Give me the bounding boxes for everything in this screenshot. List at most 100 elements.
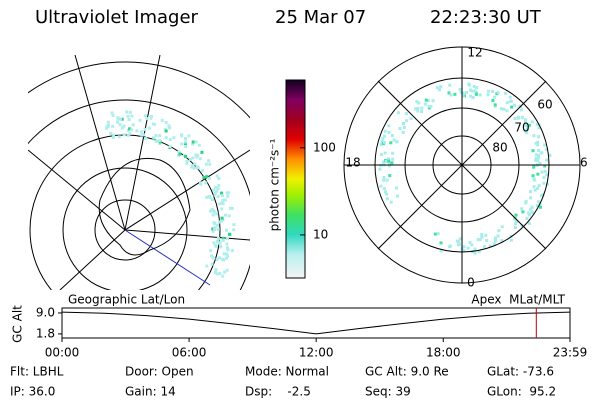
aurora-pixel (525, 131, 529, 135)
aurora-pixel (401, 122, 405, 126)
aurora-pixel (158, 142, 162, 146)
x-tick-label: 12:00 (299, 346, 334, 360)
aurora-pixel (213, 185, 217, 189)
aurora-pixel (540, 170, 544, 174)
aurora-pixel (143, 127, 147, 131)
mlt-label: 0 (467, 276, 475, 290)
aurora-pixel (168, 138, 172, 142)
aurora-pixel (189, 157, 193, 161)
aurora-pixel (140, 133, 144, 137)
polar-plot (343, 46, 581, 284)
status-field: IP: 36.0 (10, 385, 55, 399)
aurora-pixel (431, 99, 435, 103)
aurora-pixel (514, 222, 518, 226)
aurora-pixel (152, 136, 156, 140)
aurora-pixel (537, 200, 541, 204)
aurora-pixel (527, 213, 531, 217)
aurora-pixel (152, 122, 156, 126)
aurora-pixel (211, 213, 215, 217)
aurora-pixel (508, 95, 512, 99)
aurora-pixel (232, 228, 236, 232)
aurora-pixel (493, 103, 497, 107)
aurora-pixel (387, 124, 391, 128)
aurora-pixel (227, 214, 231, 218)
aurora-pixel (116, 120, 120, 124)
aurora-pixel (382, 140, 386, 144)
aurora-pixel (464, 90, 468, 94)
aurora-pixel (130, 114, 134, 118)
aurora-pixel (466, 246, 470, 250)
right-panel-label: Apex MLat/MLT (471, 293, 565, 307)
mlat-label: 70 (514, 121, 529, 135)
aurora-pixel (395, 186, 399, 190)
aurora-pixel (126, 133, 130, 137)
aurora-pixel (232, 223, 236, 227)
aurora-pixel (531, 174, 535, 178)
aurora-pixel (392, 138, 396, 142)
aurora-pixel (109, 131, 113, 135)
aurora-pixel (484, 233, 488, 237)
aurora-pixel (449, 93, 453, 97)
aurora-pixel (519, 108, 523, 112)
aurora-pixel (111, 113, 115, 117)
aurora-pixel (514, 213, 518, 217)
aurora-pixel (531, 149, 535, 153)
aurora-pixel (405, 119, 409, 123)
aurora-pixel (527, 221, 531, 225)
aurora-pixel (480, 233, 484, 237)
aurora-pixel (221, 274, 225, 278)
aurora-pixel (208, 162, 212, 166)
aurora-pixel (219, 219, 223, 223)
status-field: Gain: 14 (125, 385, 176, 399)
aurora-pixel (183, 142, 187, 146)
aurora-pixel (384, 159, 388, 163)
aurora-pixel (210, 254, 214, 258)
aurora-pixel (534, 153, 538, 157)
aurora-pixel (543, 143, 547, 147)
aurora-pixel (220, 194, 224, 198)
aurora-pixel (435, 86, 439, 90)
aurora-pixel (396, 194, 400, 198)
aurora-pixel (527, 211, 531, 215)
aurora-pixel (542, 181, 546, 185)
aurora-pixel (529, 190, 533, 194)
aurora-pixel (130, 128, 134, 132)
aurora-pixel (383, 134, 387, 138)
aurora-pixel (546, 182, 550, 186)
status-field: GLat: -73.6 (487, 365, 554, 379)
aurora-pixel (461, 94, 465, 98)
y-axis-label: GC Alt (11, 305, 25, 343)
aurora-pixel (492, 95, 496, 99)
aurora-pixel (212, 241, 216, 245)
aurora-pixel (545, 173, 549, 177)
aurora-pixel (222, 252, 226, 256)
aurora-pixel (220, 191, 224, 195)
aurora-pixel (492, 242, 496, 246)
aurora-pixel (541, 193, 545, 197)
aurora-pixel (536, 140, 540, 144)
aurora-pixel (198, 157, 202, 161)
aurora-pixel (214, 268, 218, 272)
aurora-pixel (201, 169, 205, 173)
aurora-pixel (469, 94, 473, 98)
aurora-pixel (119, 117, 123, 121)
aurora-pixel (379, 153, 383, 157)
aurora-pixel (382, 178, 386, 182)
aurora-pixel (457, 240, 461, 244)
aurora-pixel (205, 264, 209, 268)
aurora-pixel (529, 196, 533, 200)
aurora-pixel (462, 249, 466, 253)
aurora-pixel (424, 98, 428, 102)
aurora-pixel (213, 191, 217, 195)
aurora-pixel (420, 106, 424, 110)
aurora-pixel (378, 167, 382, 171)
aurora-pixel (514, 226, 518, 230)
aurora-pixel (389, 200, 393, 204)
aurora-pixel (468, 241, 472, 245)
aurora-pixel (210, 198, 214, 202)
x-tick-label: 00:00 (45, 346, 80, 360)
aurora-pixel (396, 111, 400, 115)
aurora-pixel (470, 243, 474, 247)
aurora-pixel (508, 100, 512, 104)
aurora-pixel (168, 145, 172, 149)
